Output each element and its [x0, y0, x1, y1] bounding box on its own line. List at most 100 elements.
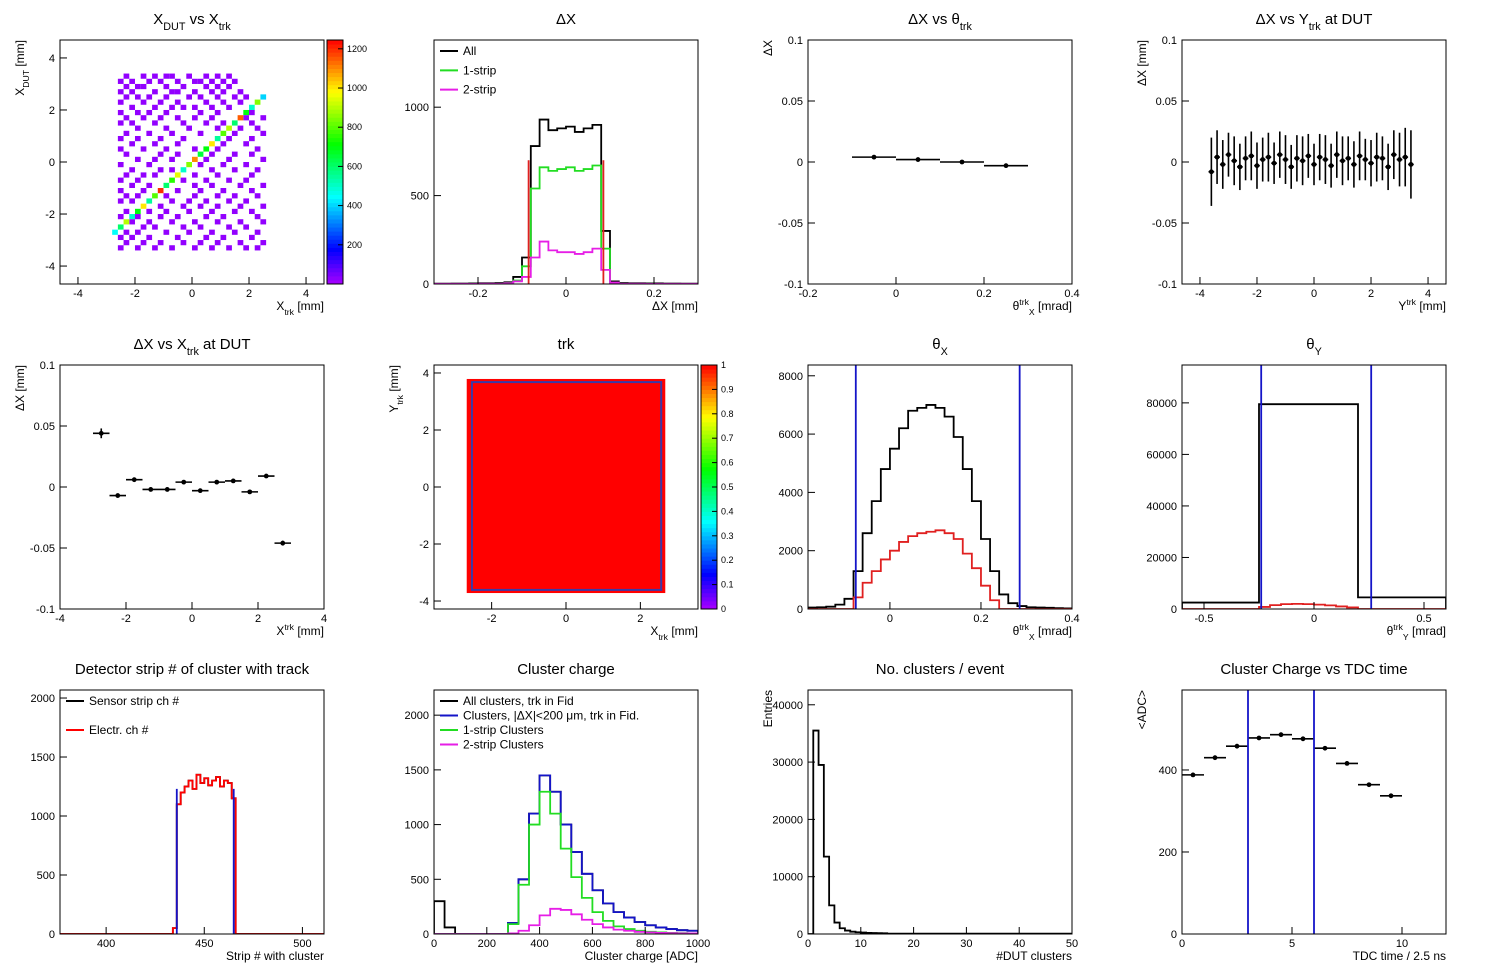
y-tick-label: 0: [423, 929, 429, 941]
data-point: [1300, 158, 1305, 164]
colorbar-segment: [327, 166, 343, 171]
heatmap-cell: [243, 245, 250, 251]
fiducial-box: [470, 381, 663, 591]
text-part: trk: [284, 622, 294, 632]
heatmap-cell: [220, 234, 227, 241]
text-part: [mm]: [387, 365, 401, 395]
y-tick-label: -0.05: [1152, 218, 1177, 230]
colorbar-segment: [701, 417, 717, 423]
x-tick-label: 30: [960, 938, 972, 950]
panel: Detector strip # of cluster with track St…: [31, 661, 325, 963]
colorbar-segment: [327, 56, 343, 61]
heatmap-cell: [123, 73, 130, 79]
heatmap-cell: [197, 203, 204, 209]
heatmap-cell: [249, 172, 255, 178]
text-part: X: [153, 11, 163, 28]
y-tick-label: 2: [49, 105, 55, 117]
panel: ΔX ΔX [mm] -0.2 0 0.2 0 500 1000 All 1-strip 2-str…: [405, 11, 699, 313]
colorbar-segment: [327, 109, 343, 114]
data-point: [197, 488, 203, 494]
colorbar-segment: [327, 52, 343, 57]
heatmap-cell: [134, 229, 141, 235]
heatmap-cell: [197, 224, 204, 230]
y-axis-label: Entries: [761, 690, 775, 727]
plot-area: [434, 774, 698, 934]
colorbar-segment: [327, 96, 343, 102]
text-part: X: [276, 624, 284, 638]
heatmap-cell: [237, 219, 244, 225]
heatmap-cell: [123, 151, 130, 157]
x-tick-label: 0.2: [973, 613, 988, 625]
heatmap-cell: [231, 151, 238, 157]
data-point: [1248, 153, 1254, 159]
heatmap-cell: [197, 94, 204, 100]
text-part: X: [13, 88, 27, 96]
heatmap-cell: [146, 109, 153, 116]
heatmap-cell: [163, 73, 170, 79]
heatmap-cell: [214, 146, 221, 152]
heatmap-cell: [203, 177, 210, 183]
colorbar-segment: [327, 105, 343, 110]
chart-title: trk: [558, 336, 575, 353]
data-point: [1278, 732, 1284, 738]
heatmap-cell: [174, 188, 181, 194]
heatmap-cell: [231, 130, 238, 136]
heatmap-cell: [209, 167, 215, 173]
data-point: [1190, 772, 1196, 778]
heatmap-cell: [157, 188, 164, 194]
data-point: [1362, 157, 1368, 162]
y-tick-label: -2: [45, 209, 55, 221]
colorbar-segment: [327, 157, 343, 163]
y-tick-label: 10000: [772, 872, 803, 884]
heatmap-cell: [140, 224, 147, 230]
colorbar-segment: [327, 121, 343, 126]
heatmap-cell: [174, 234, 181, 241]
text-part: trk: [219, 21, 232, 33]
z-tick-label: 0.9: [721, 384, 734, 394]
colorbar-segment: [327, 263, 343, 269]
heatmap-cell: [117, 99, 124, 105]
colorbar-segment: [701, 377, 717, 382]
z-tick-label: 0: [721, 604, 726, 614]
text-part: Y: [1315, 346, 1322, 358]
x-tick-label: 0: [893, 288, 899, 300]
data-point: [1340, 158, 1345, 164]
heatmap-cell: [226, 104, 232, 110]
data-point: [1311, 162, 1317, 167]
histogram-line: [808, 729, 1072, 934]
heatmap-cell: [214, 109, 221, 116]
colorbar-segment: [701, 499, 717, 504]
heatmap-cell: [192, 146, 198, 152]
colorbar-segment: [701, 365, 717, 370]
heatmap-cell: [146, 234, 153, 241]
text-part: X: [276, 299, 284, 313]
heatmap-cell: [157, 99, 164, 105]
colorbar-segment: [327, 174, 343, 179]
plot-area: [60, 773, 324, 934]
x-axis-label: Cluster charge [ADC]: [585, 949, 698, 963]
heatmap-cell: [174, 78, 181, 84]
data-point: [1305, 153, 1311, 159]
colorbar-segment: [701, 531, 717, 537]
heatmap-cell: [186, 125, 192, 131]
heatmap-cell: [192, 115, 198, 121]
heatmap-cell: [192, 104, 198, 110]
y-tick-label: 80000: [1146, 398, 1177, 410]
y-tick-label: 0: [49, 929, 55, 941]
colorbar-segment: [701, 458, 717, 464]
frame: [807, 689, 1073, 935]
y-tick-label: 0.05: [1156, 96, 1177, 108]
heatmap-cell: [117, 188, 124, 194]
colorbar-segment: [701, 564, 717, 569]
heatmap-cell: [226, 135, 232, 142]
colorbar-segment: [327, 88, 343, 94]
colorbar-segment: [701, 482, 717, 488]
data-point: [1208, 169, 1214, 175]
plot-area: [808, 365, 1072, 609]
x-tick-label: 0.2: [646, 288, 661, 300]
heatmap-cell: [186, 162, 192, 168]
heatmap-cell: [163, 229, 170, 235]
heatmap-cell: [237, 115, 244, 121]
